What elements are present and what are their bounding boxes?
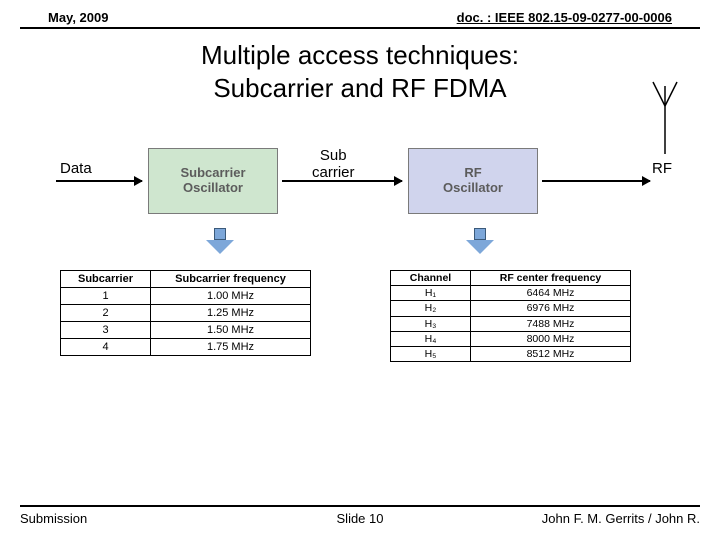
arrow-1 [56,180,142,182]
subcarrier-oscillator-box: Subcarrier Oscillator [148,148,278,214]
table-row: 31.50 MHz [61,322,311,339]
table-row: H₁6464 MHz [391,286,631,301]
table-row: 21.25 MHz [61,305,311,322]
label-subcarrier: Sub carrier [312,148,355,181]
tbl2-h0: Channel [391,271,471,286]
block-diagram: Data Sub carrier RF Subcarrier Oscillato… [0,126,720,256]
page-title: Multiple access techniques: Subcarrier a… [0,39,720,104]
tbl1-h0: Subcarrier [61,271,151,288]
footer-slide-number: Slide 10 [337,511,384,526]
down-arrow-2 [466,228,494,254]
footer-left: Submission [20,511,87,526]
subcarrier-table: Subcarrier Subcarrier frequency 11.00 MH… [60,270,311,356]
title-line2: Subcarrier and RF FDMA [213,73,506,103]
label-rf: RF [652,160,672,177]
antenna-icon [650,76,680,156]
down-arrow-1 [206,228,234,254]
header-doc-id: doc. : IEEE 802.15-09-0277-00-0006 [457,10,672,25]
tbl2-h1: RF center frequency [471,271,631,286]
tbl1-h1: Subcarrier frequency [151,271,311,288]
title-line1: Multiple access techniques: [201,40,519,70]
table-row: 41.75 MHz [61,339,311,356]
channel-table: Channel RF center frequency H₁6464 MHz H… [390,270,631,362]
table-row: H₅8512 MHz [391,346,631,361]
header-date: May, 2009 [48,10,108,25]
table-row: H₂6976 MHz [391,301,631,316]
arrow-3 [542,180,650,182]
footer: Submission Slide 10 John F. M. Gerrits /… [20,505,700,526]
table-row: H₃7488 MHz [391,316,631,331]
arrow-2 [282,180,402,182]
label-data: Data [60,160,92,177]
table-row: H₄8000 MHz [391,331,631,346]
rf-oscillator-box: RF Oscillator [408,148,538,214]
footer-authors: John F. M. Gerrits / John R. [542,511,700,526]
table-row: 11.00 MHz [61,288,311,305]
